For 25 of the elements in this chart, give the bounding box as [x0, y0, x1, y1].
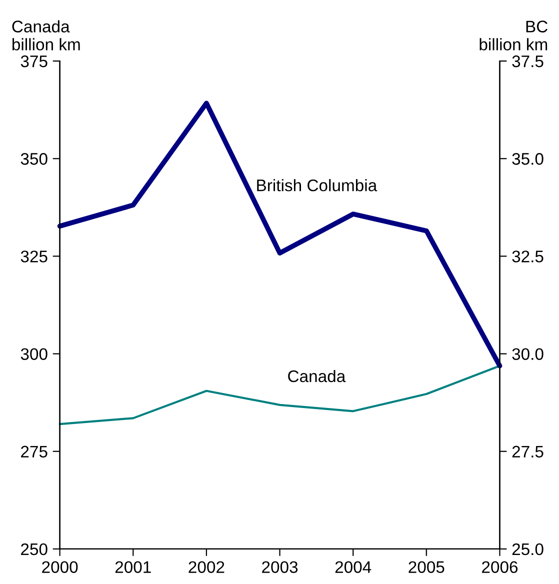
y-tick-label: 300 — [20, 348, 48, 360]
y-tick-label: 350 — [20, 153, 48, 165]
y-tick-label: 375 — [20, 55, 48, 68]
y-tick-label: 250 — [21, 543, 48, 556]
x-tick-label: 2002 — [188, 561, 224, 574]
y2-tick-label: 30.0 — [512, 348, 544, 360]
y2-tick-label: 27.5 — [512, 446, 544, 458]
line-series — [57, 100, 502, 368]
y2-tick-label: 32.5 — [512, 250, 544, 262]
x-tick-label: 2003 — [262, 561, 298, 574]
y-axis-title: Canada billion km — [12, 20, 80, 50]
x-tick-label: 2006 — [482, 561, 518, 574]
series-label: British Columbia — [257, 179, 378, 192]
y-tick-label: 275 — [21, 446, 48, 458]
y2-tick-label: 35.0 — [512, 153, 544, 165]
y2-axis-title: BC billion km — [480, 20, 548, 50]
series-label: Canada — [288, 370, 346, 382]
line-series — [58, 364, 501, 426]
x-tick-label: 2004 — [335, 561, 372, 574]
x-tick-label: 2000 — [42, 561, 78, 574]
y2-tick-label: 25.0 — [512, 543, 544, 556]
y2-tick-label: 37.5 — [512, 55, 544, 68]
x-tick-label: 2005 — [408, 561, 444, 574]
x-tick-label: 2001 — [115, 561, 151, 574]
y-tick-label: 325 — [20, 250, 48, 262]
